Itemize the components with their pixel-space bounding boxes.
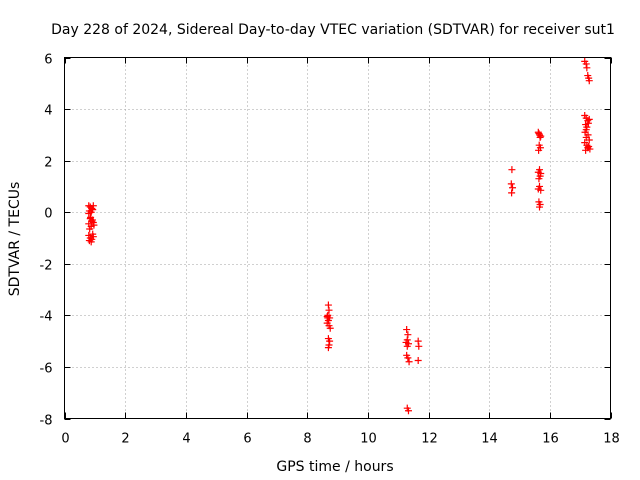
data-point-marker [585, 136, 593, 144]
data-point-marker [404, 407, 412, 415]
y-tick-label: 0 [44, 207, 52, 222]
data-point-marker [89, 206, 97, 214]
x-tick-label: 6 [243, 432, 251, 447]
y-tick-label: -4 [40, 310, 53, 325]
x-tick-label: 14 [481, 432, 498, 447]
y-tick-label: -6 [40, 362, 53, 377]
data-point-marker [585, 77, 593, 85]
x-tick-label: 8 [303, 432, 311, 447]
y-axis-label: SDTVAR / TECUs [7, 182, 23, 297]
x-tick-label: 4 [182, 432, 190, 447]
data-point-marker [508, 166, 516, 174]
data-point-marker [536, 203, 544, 211]
data-point-marker [405, 358, 413, 366]
data-point-marker [535, 146, 543, 154]
plot-frame [64, 57, 611, 419]
data-point-marker [326, 337, 334, 345]
data-point-marker [507, 180, 515, 188]
y-tick-label: -8 [40, 414, 53, 429]
data-point-marker [90, 221, 98, 229]
x-tick-label: 0 [61, 432, 69, 447]
data-point-marker [583, 64, 591, 72]
data-point-marker [404, 331, 412, 339]
data-point-marker [415, 342, 423, 350]
data-point-marker [585, 115, 593, 123]
x-axis-label: GPS time / hours [276, 459, 393, 475]
x-tick-label: 16 [542, 432, 559, 447]
data-point-marker [87, 238, 95, 246]
data-point-marker [414, 337, 422, 345]
data-point-marker [584, 144, 592, 152]
data-point-marker [89, 202, 97, 210]
data-point-marker [582, 60, 590, 68]
data-point-marker [326, 324, 334, 332]
x-tick-label: 10 [360, 432, 377, 447]
y-tick-label: 2 [44, 156, 52, 171]
data-point-marker [324, 344, 332, 352]
data-point-marker [323, 313, 331, 321]
grid-lines [64, 57, 611, 419]
x-tick-label: 2 [121, 432, 129, 447]
data-point-marker [537, 186, 545, 194]
chart-title: Day 228 of 2024, Sidereal Day-to-day VTE… [51, 22, 615, 38]
x-tick-label: 12 [421, 432, 438, 447]
data-point-marker [85, 210, 93, 218]
data-point-marker [86, 225, 94, 233]
data-points [85, 57, 594, 415]
data-point-marker [404, 354, 412, 362]
axis-ticks: 0 2 4 6 8 10 12 14 16 18 -8 -6 -4 -2 0 2 4 6 [40, 53, 620, 447]
data-point-marker [582, 126, 590, 134]
data-point-marker [403, 326, 411, 334]
data-point-marker [509, 184, 517, 192]
data-point-marker [584, 119, 592, 127]
data-point-marker [325, 306, 333, 314]
data-point-marker [87, 213, 95, 221]
data-point-marker [535, 130, 543, 138]
data-point-marker [535, 175, 543, 183]
y-tick-label: 6 [44, 53, 52, 68]
data-point-marker [536, 133, 544, 141]
y-tick-label: -2 [40, 259, 53, 274]
data-point-marker [414, 356, 422, 364]
data-point-marker [508, 189, 516, 197]
data-point-marker [324, 314, 332, 322]
data-point-marker [89, 230, 97, 238]
data-point-marker [324, 301, 332, 309]
y-tick-label: 4 [44, 104, 52, 119]
x-tick-label: 18 [603, 432, 620, 447]
data-point-marker [403, 342, 411, 350]
